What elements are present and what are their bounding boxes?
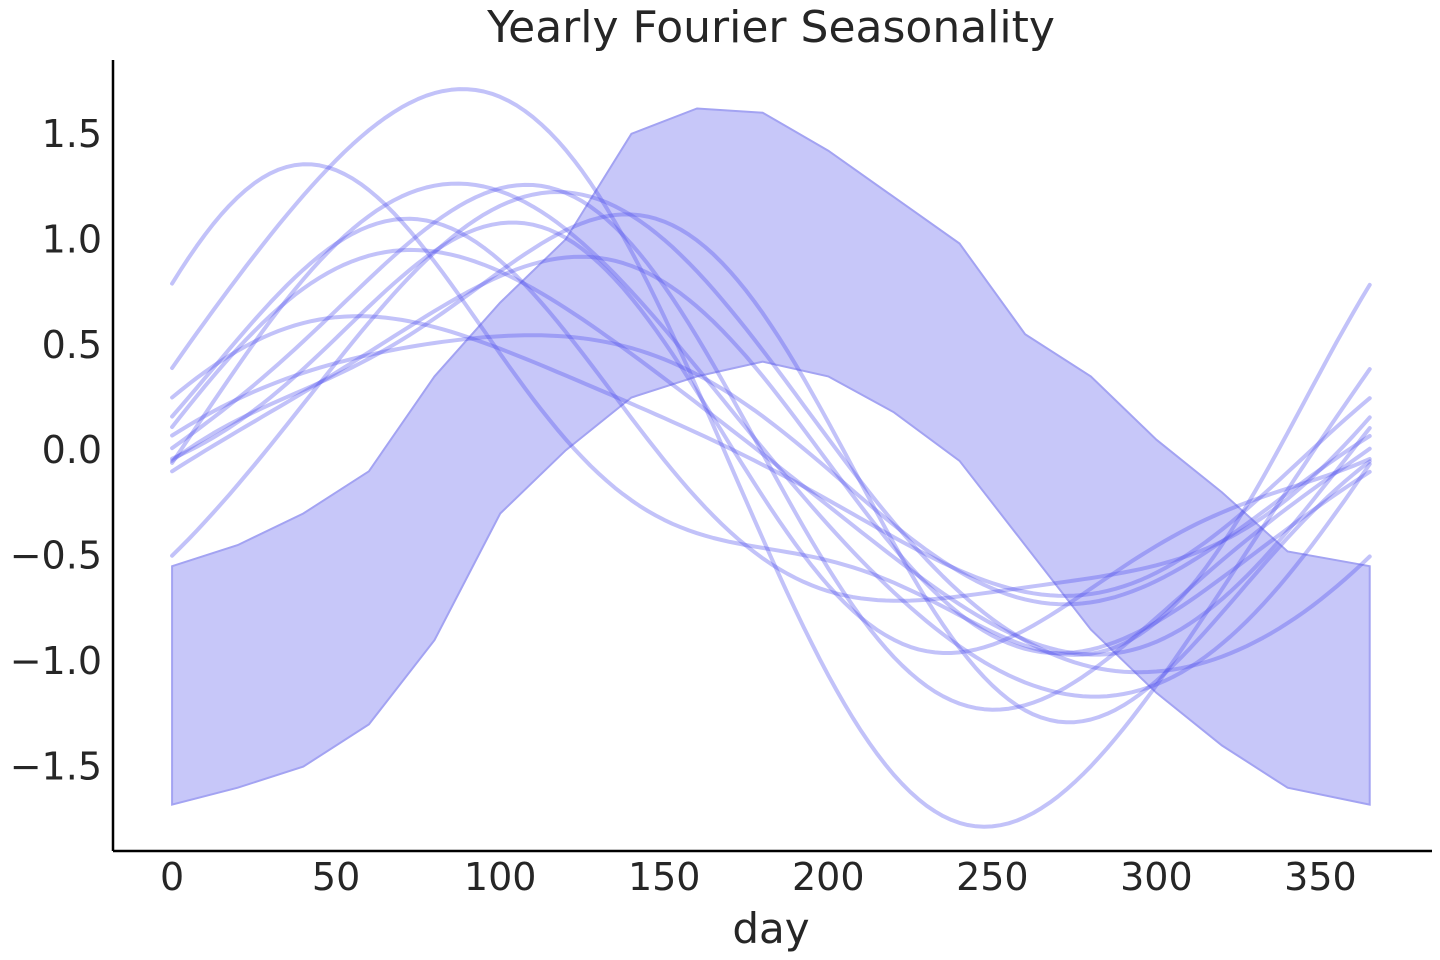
fourier-sample-line-2 bbox=[170, 216, 1372, 603]
fourier-sample-line-12 bbox=[170, 87, 1372, 829]
fourier-sample-line-3 bbox=[170, 182, 1372, 712]
axes bbox=[111, 60, 1432, 853]
x-tick-label: 100 bbox=[464, 855, 537, 899]
x-tick-label: 300 bbox=[1120, 855, 1193, 899]
y-tick-label: 0.0 bbox=[42, 428, 102, 472]
fourier-sample-line-4 bbox=[170, 212, 1372, 725]
fourier-sample-line-6 bbox=[170, 190, 1372, 675]
fourier-sample-line-9 bbox=[170, 247, 1372, 657]
uncertainty-band bbox=[171, 107, 1371, 806]
fourier-sample-line-11 bbox=[170, 220, 1372, 655]
x-tick-label: 0 bbox=[160, 855, 184, 899]
chart-title: Yearly Fourier Seasonality bbox=[486, 2, 1055, 53]
x-tick-label: 50 bbox=[312, 855, 360, 899]
y-tick-label: −1.5 bbox=[10, 745, 102, 789]
plot-area bbox=[170, 87, 1372, 829]
y-tick-label: 1.0 bbox=[42, 217, 102, 261]
x-tick-label: 250 bbox=[956, 855, 1029, 899]
fourier-sample-line-8 bbox=[170, 314, 1372, 598]
x-tick-label: 150 bbox=[628, 855, 701, 899]
fourier-sample-line-7 bbox=[170, 333, 1372, 607]
fourier-sample-line-1 bbox=[170, 181, 1372, 699]
y-tick-label: 0.5 bbox=[42, 323, 102, 367]
fourier-sample-line-5 bbox=[170, 254, 1372, 656]
x-tick-label: 200 bbox=[792, 855, 865, 899]
y-tick-label: −1.0 bbox=[10, 639, 102, 683]
fourier-sample-line-10 bbox=[170, 162, 1372, 657]
x-axis-label: day bbox=[732, 904, 809, 953]
x-tick-label: 350 bbox=[1284, 855, 1357, 899]
y-tick-label: 1.5 bbox=[42, 112, 102, 156]
x-tick-labels: 0 50 100 150 200 250 300 350 bbox=[160, 855, 1357, 899]
y-tick-labels: 1.5 1.0 0.5 0.0 −0.5 −1.0 −1.5 bbox=[10, 112, 102, 789]
y-tick-label: −0.5 bbox=[10, 534, 102, 578]
